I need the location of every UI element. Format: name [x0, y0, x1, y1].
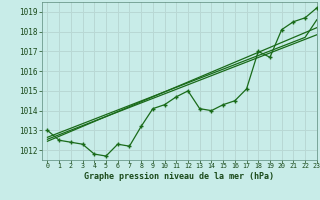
X-axis label: Graphe pression niveau de la mer (hPa): Graphe pression niveau de la mer (hPa) — [84, 172, 274, 181]
